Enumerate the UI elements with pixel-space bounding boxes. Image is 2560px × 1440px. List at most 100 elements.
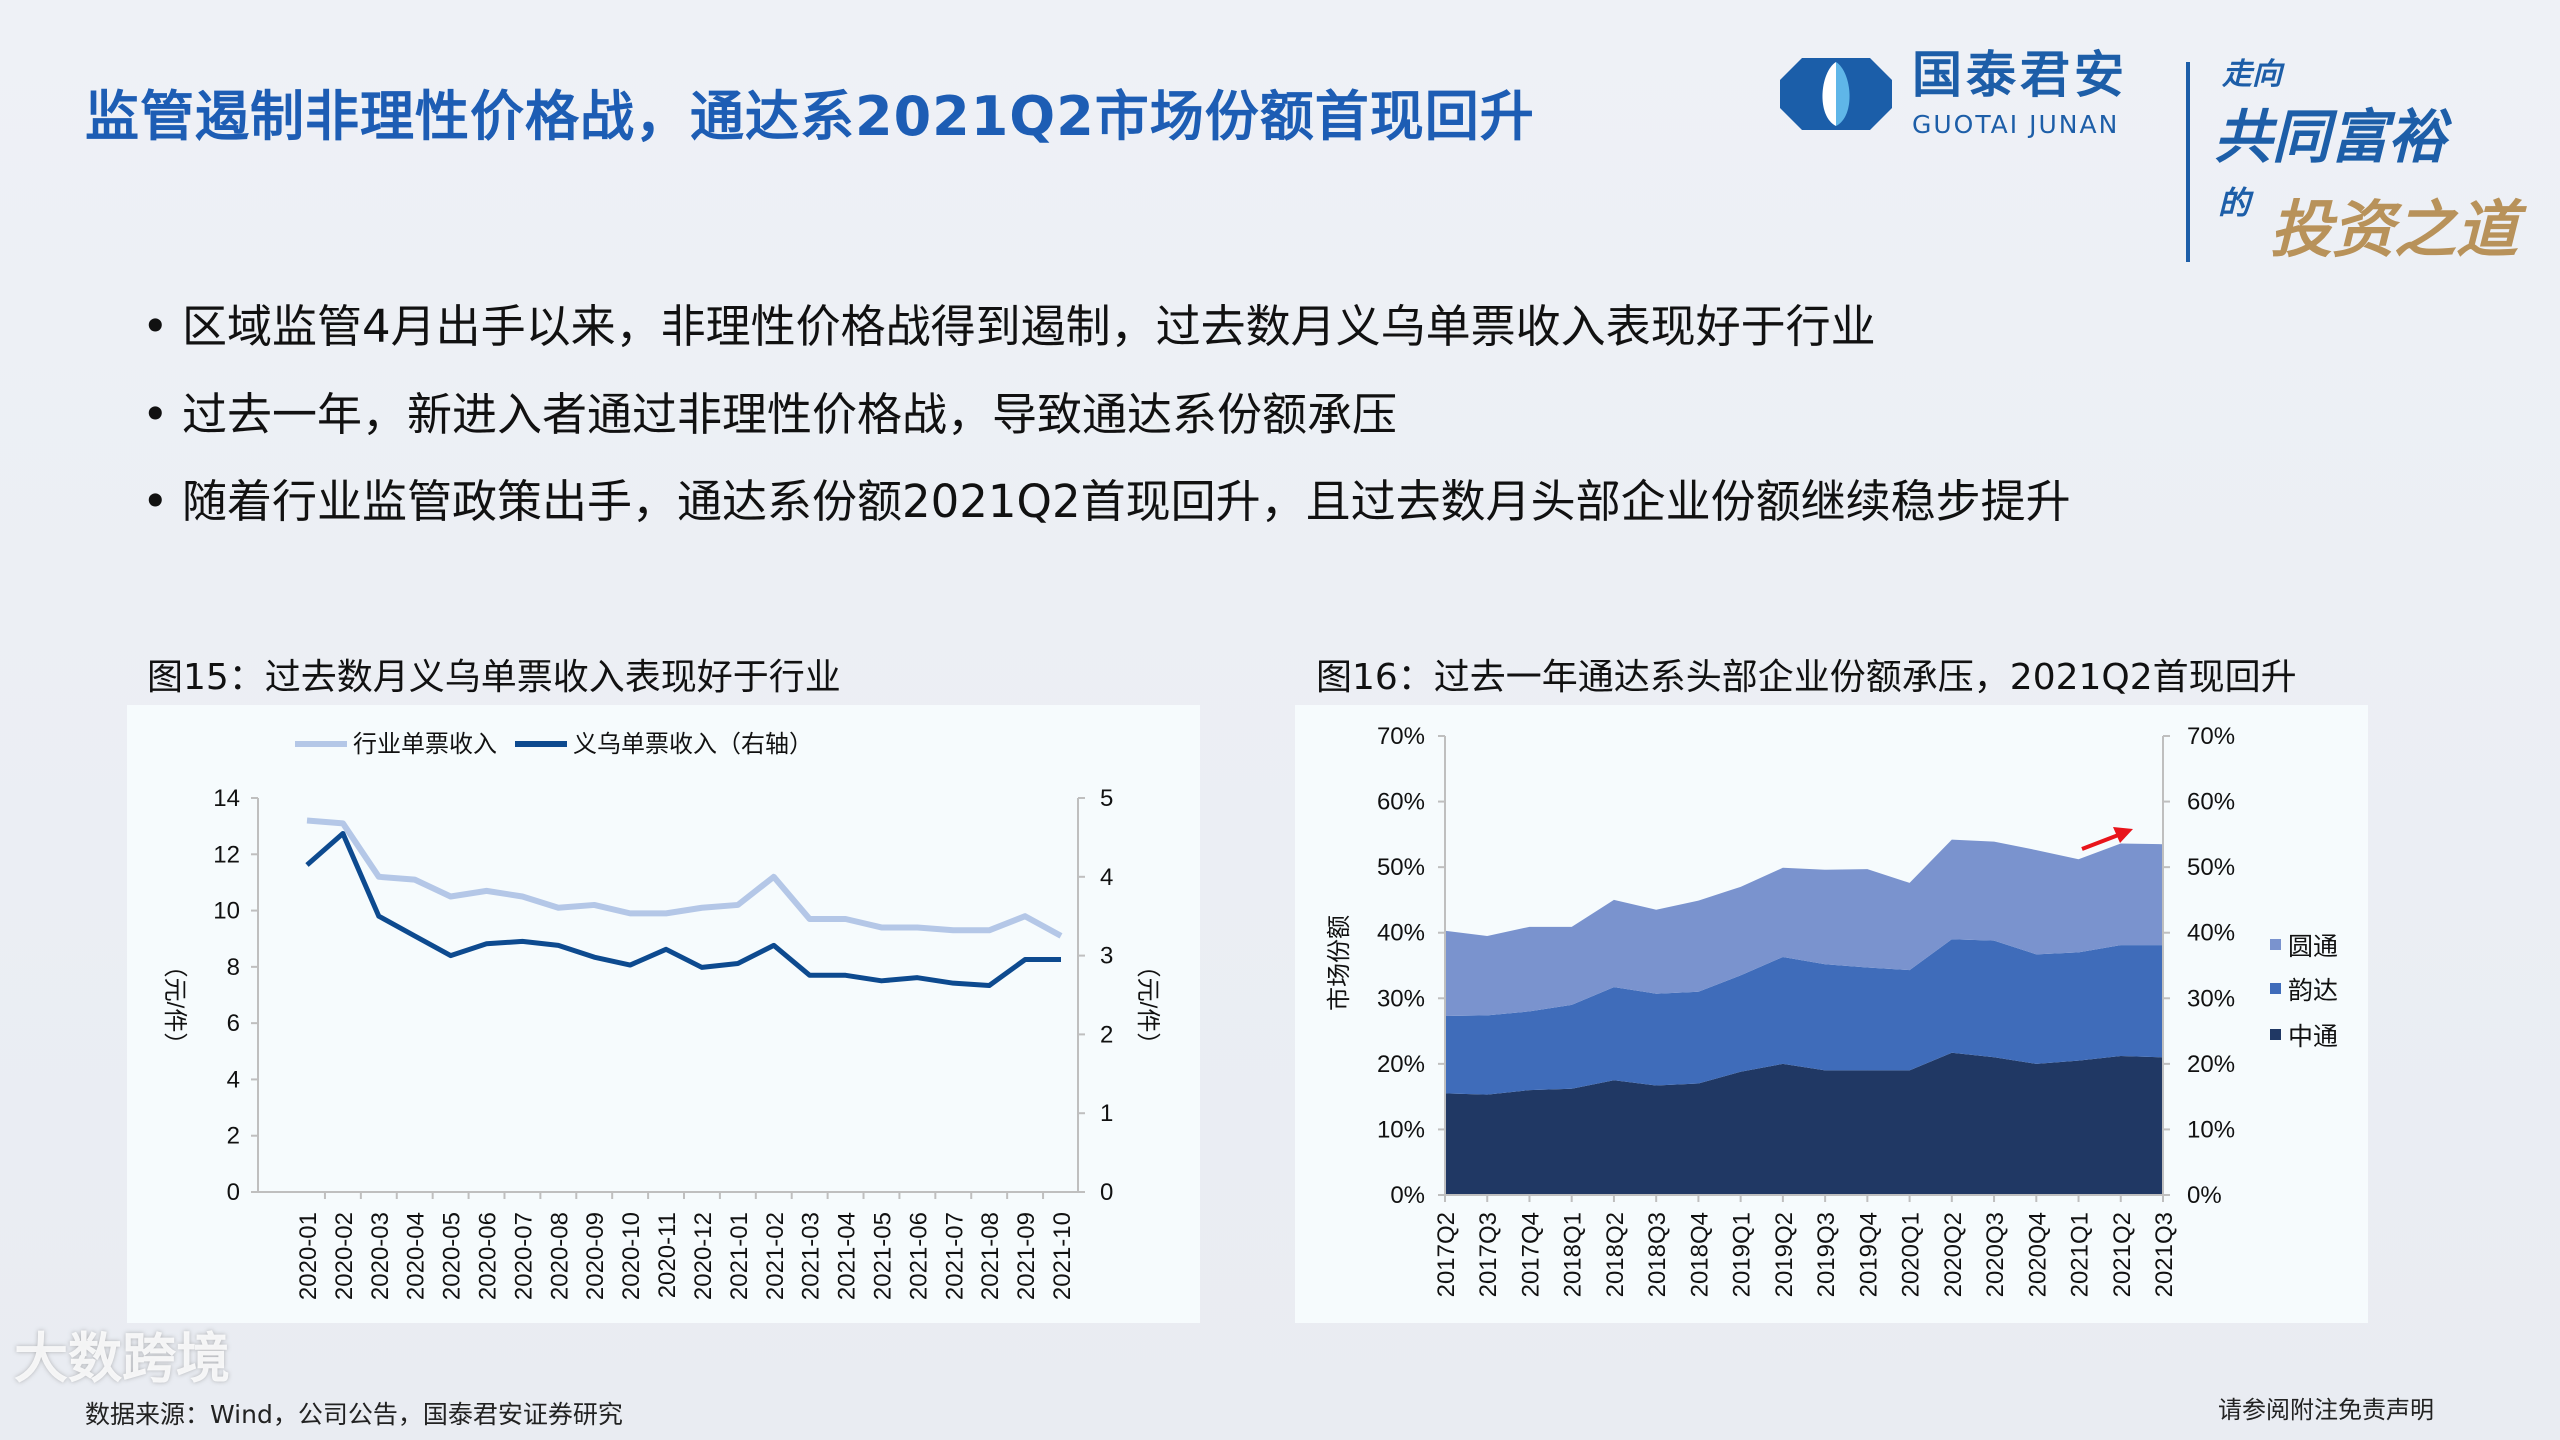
trend-arrow-head-icon (2113, 827, 2133, 843)
legend-label: 圆通 (2288, 933, 2338, 961)
x-tick-label: 2021-10 (1049, 1212, 1076, 1300)
logo-divider (2186, 62, 2190, 262)
x-tick-label: 2019Q1 (1729, 1212, 1756, 1297)
y2-tick-label: 0% (2187, 1182, 2222, 1209)
legend-swatch (2270, 1029, 2281, 1040)
y-tick-label: 6 (227, 1010, 240, 1037)
x-tick-label: 2020Q1 (1898, 1212, 1925, 1297)
legend-label: 中通 (2288, 1023, 2338, 1051)
left-axis-label: （元/件） (161, 954, 188, 1057)
logo-chinese-name: 国泰君安 (1912, 46, 2128, 104)
x-tick-label: 2017Q4 (1517, 1212, 1544, 1297)
y2-tick-label: 70% (2187, 723, 2235, 750)
x-tick-label: 2020-06 (475, 1212, 502, 1300)
logo-english-name: GUOTAI JUNAN (1912, 110, 2120, 139)
slogan-line-2: 共同富裕 (2214, 103, 2447, 171)
y2-tick-label: 30% (2187, 985, 2235, 1012)
y-tick-label: 10 (213, 898, 240, 925)
bullet-dot-icon: • (142, 300, 169, 353)
y-tick-label: 0% (1390, 1182, 1425, 1209)
legend-swatch (2270, 939, 2281, 950)
x-tick-label: 2021-05 (869, 1212, 896, 1300)
x-tick-label: 2020-04 (403, 1212, 430, 1300)
x-tick-label: 2019Q4 (1855, 1212, 1882, 1297)
x-tick-label: 2020-02 (331, 1212, 358, 1300)
bullet-item: • 随着行业监管政策出手，通达系份额2021Q2首现回升，且过去数月头部企业份额继… (142, 465, 2071, 530)
x-tick-label: 2021-02 (762, 1212, 789, 1300)
x-tick-label: 2020-08 (546, 1212, 573, 1300)
y2-tick-label: 50% (2187, 854, 2235, 881)
x-tick-label: 2020Q3 (1982, 1212, 2009, 1297)
y2-tick-label: 60% (2187, 789, 2235, 816)
y2-tick-label: 4 (1100, 864, 1113, 891)
y2-tick-label: 1 (1100, 1100, 1113, 1127)
x-tick-label: 2020-05 (439, 1212, 466, 1300)
y-tick-label: 4 (227, 1066, 240, 1093)
y-axis-label: 市场份额 (1326, 915, 1353, 1011)
disclaimer-note: 请参阅附注免责声明 (2218, 1396, 2434, 1424)
series-line-industry (306, 817, 1063, 939)
y-tick-label: 12 (213, 841, 240, 868)
x-tick-label: 2020-01 (295, 1212, 322, 1300)
bullet-text: 过去一年，新进入者通过非理性价格战，导致通达系份额承压 (182, 388, 1398, 441)
guotai-junan-logo-icon (1780, 58, 1892, 130)
y2-tick-label: 10% (2187, 1116, 2235, 1143)
page-title: 监管遏制非理性价格战，通达系2021Q2市场份额首现回升 (85, 85, 1535, 148)
chart-16-stacked-area-chart: 中通 韵达 圆通 0% 0% 10% 10% 20% 20% 30% 30% 40% 40% 50% 50%… (1295, 705, 2368, 1323)
y-tick-label: 8 (227, 954, 240, 981)
bullet-item: • 过去一年，新进入者通过非理性价格战，导致通达系份额承压 (142, 378, 1397, 443)
legend-label: 韵达 (2288, 977, 2338, 1005)
y-tick-label: 60% (1377, 789, 1425, 816)
slogan-line-3: 的 (2218, 184, 2251, 222)
y2-tick-label: 5 (1100, 785, 1113, 812)
y-tick-label: 14 (213, 785, 240, 812)
x-tick-label: 2020-07 (510, 1212, 537, 1300)
x-tick-label: 2021-07 (941, 1212, 968, 1300)
x-tick-label: 2019Q3 (1813, 1212, 1840, 1297)
x-tick-label: 2018Q4 (1686, 1212, 1713, 1297)
bullet-item: • 区域监管4月出手以来，非理性价格战得到遏制，过去数月义乌单票收入表现好于行业 (142, 290, 1876, 355)
x-tick-label: 2017Q2 (1433, 1212, 1460, 1297)
y2-tick-label: 20% (2187, 1051, 2235, 1078)
slogan-line-1: 走向 (2222, 57, 2282, 92)
y-tick-label: 10% (1377, 1116, 1425, 1143)
x-tick-label: 2020Q2 (1940, 1212, 1967, 1297)
x-tick-label: 2021Q3 (2151, 1212, 2178, 1297)
x-tick-label: 2021-08 (977, 1212, 1004, 1300)
slogan-line-4: 投资之道 (2270, 193, 2519, 266)
x-tick-label: 2020-11 (654, 1212, 681, 1298)
y-tick-label: 30% (1377, 985, 1425, 1012)
chart-16-title: 图16：过去一年通达系头部企业份额承压，2021Q2首现回升 (1316, 657, 2297, 698)
x-tick-label: 2021-01 (726, 1212, 753, 1300)
x-tick-label: 2020-10 (618, 1212, 645, 1300)
x-tick-label: 2018Q3 (1644, 1212, 1671, 1297)
watermark-logo: 大数跨境 (14, 1327, 230, 1390)
y-tick-label: 2 (227, 1123, 240, 1150)
y2-tick-label: 0 (1100, 1179, 1113, 1206)
x-tick-label: 2021-03 (798, 1212, 825, 1300)
legend-label: 行业单票收入 (353, 731, 497, 758)
area-yunda (1445, 939, 2163, 1095)
x-tick-label: 2018Q1 (1560, 1212, 1587, 1297)
y2-tick-label: 40% (2187, 920, 2235, 947)
y2-tick-label: 3 (1100, 943, 1113, 970)
legend-label: 义乌单票收入（右轴） (573, 731, 813, 758)
bullet-text: 随着行业监管政策出手，通达系份额2021Q2首现回升，且过去数月头部企业份额继续… (182, 475, 2071, 528)
series-line-yiwu (305, 830, 1061, 989)
x-tick-label: 2021-04 (834, 1212, 861, 1300)
trend-arrow-shaft (2081, 832, 2122, 851)
x-tick-label: 2021-06 (905, 1212, 932, 1300)
legend-swatch (2270, 983, 2281, 994)
x-tick-label: 2017Q3 (1475, 1212, 1502, 1297)
bullet-dot-icon: • (142, 475, 169, 528)
chart-15-title: 图15：过去数月义乌单票收入表现好于行业 (147, 657, 841, 698)
bullet-dot-icon: • (142, 388, 169, 441)
y-tick-label: 0 (227, 1179, 240, 1206)
x-tick-label: 2021Q1 (2067, 1212, 2094, 1297)
right-axis-label: （元/件） (1134, 954, 1161, 1057)
y-tick-label: 70% (1377, 723, 1425, 750)
y-tick-label: 40% (1377, 920, 1425, 947)
x-tick-label: 2018Q2 (1602, 1212, 1629, 1297)
x-tick-label: 2021-09 (1013, 1212, 1040, 1300)
